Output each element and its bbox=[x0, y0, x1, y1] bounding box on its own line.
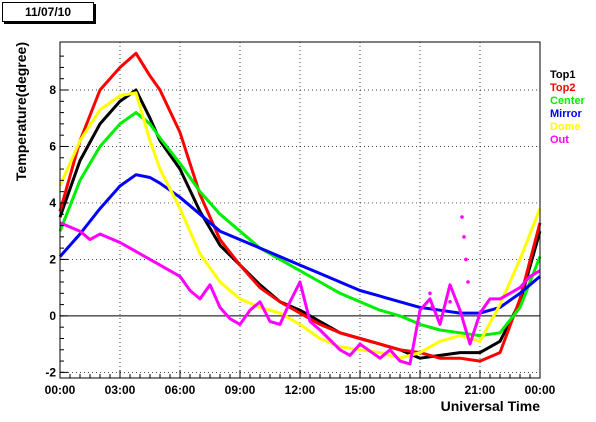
x-tick-label: 18:00 bbox=[405, 383, 436, 397]
y-tick-label: 8 bbox=[49, 83, 56, 97]
x-tick-label: 00:00 bbox=[525, 383, 556, 397]
series-line-dome bbox=[58, 91, 542, 360]
data-point-marker bbox=[430, 305, 434, 310]
x-tick-label: 03:00 bbox=[105, 383, 136, 397]
data-point-marker bbox=[462, 235, 466, 239]
x-tick-label: 21:00 bbox=[465, 383, 496, 397]
data-point-marker bbox=[460, 215, 464, 219]
legend-item-top2: Top2 bbox=[550, 82, 576, 94]
y-tick-label: 6 bbox=[49, 139, 56, 153]
y-tick-label: 0 bbox=[49, 309, 56, 323]
series-layer bbox=[58, 51, 542, 366]
y-tick-label: 2 bbox=[49, 252, 56, 266]
x-tick-label: 00:00 bbox=[45, 383, 76, 397]
series-line-mirror bbox=[58, 173, 541, 315]
x-tick-label: 09:00 bbox=[225, 383, 256, 397]
y-tick-label: -2 bbox=[45, 365, 56, 379]
data-point-marker bbox=[464, 257, 468, 262]
series-line-center bbox=[58, 111, 542, 338]
x-tick-label: 12:00 bbox=[285, 383, 316, 397]
legend-item-dome: Dome bbox=[550, 121, 581, 133]
y-tick-label: 4 bbox=[49, 196, 56, 210]
legend-item-out: Out bbox=[550, 134, 569, 146]
x-tick-label: 15:00 bbox=[345, 383, 376, 397]
series-line-top2 bbox=[58, 51, 542, 363]
y-axis: -2 0 2 4 6 8 bbox=[45, 55, 68, 379]
legend-item-mirror: Mirror bbox=[550, 108, 582, 120]
data-point-marker bbox=[428, 291, 432, 296]
legend-item-top1: Top1 bbox=[550, 69, 576, 81]
x-axis-title: Universal Time bbox=[441, 398, 541, 414]
data-point-marker bbox=[466, 280, 470, 284]
x-axis: 00:00 03:00 06:00 09:00 12:00 15:00 18:00 21:00… bbox=[45, 370, 556, 397]
series-line-out bbox=[59, 221, 541, 366]
y-axis-title: Temperature(degree) bbox=[13, 42, 29, 181]
date-label: 11/07/10 bbox=[2, 2, 94, 22]
legend-item-center: Center bbox=[550, 95, 585, 107]
x-tick-label: 06:00 bbox=[165, 383, 196, 397]
data-point-marker bbox=[448, 299, 452, 304]
